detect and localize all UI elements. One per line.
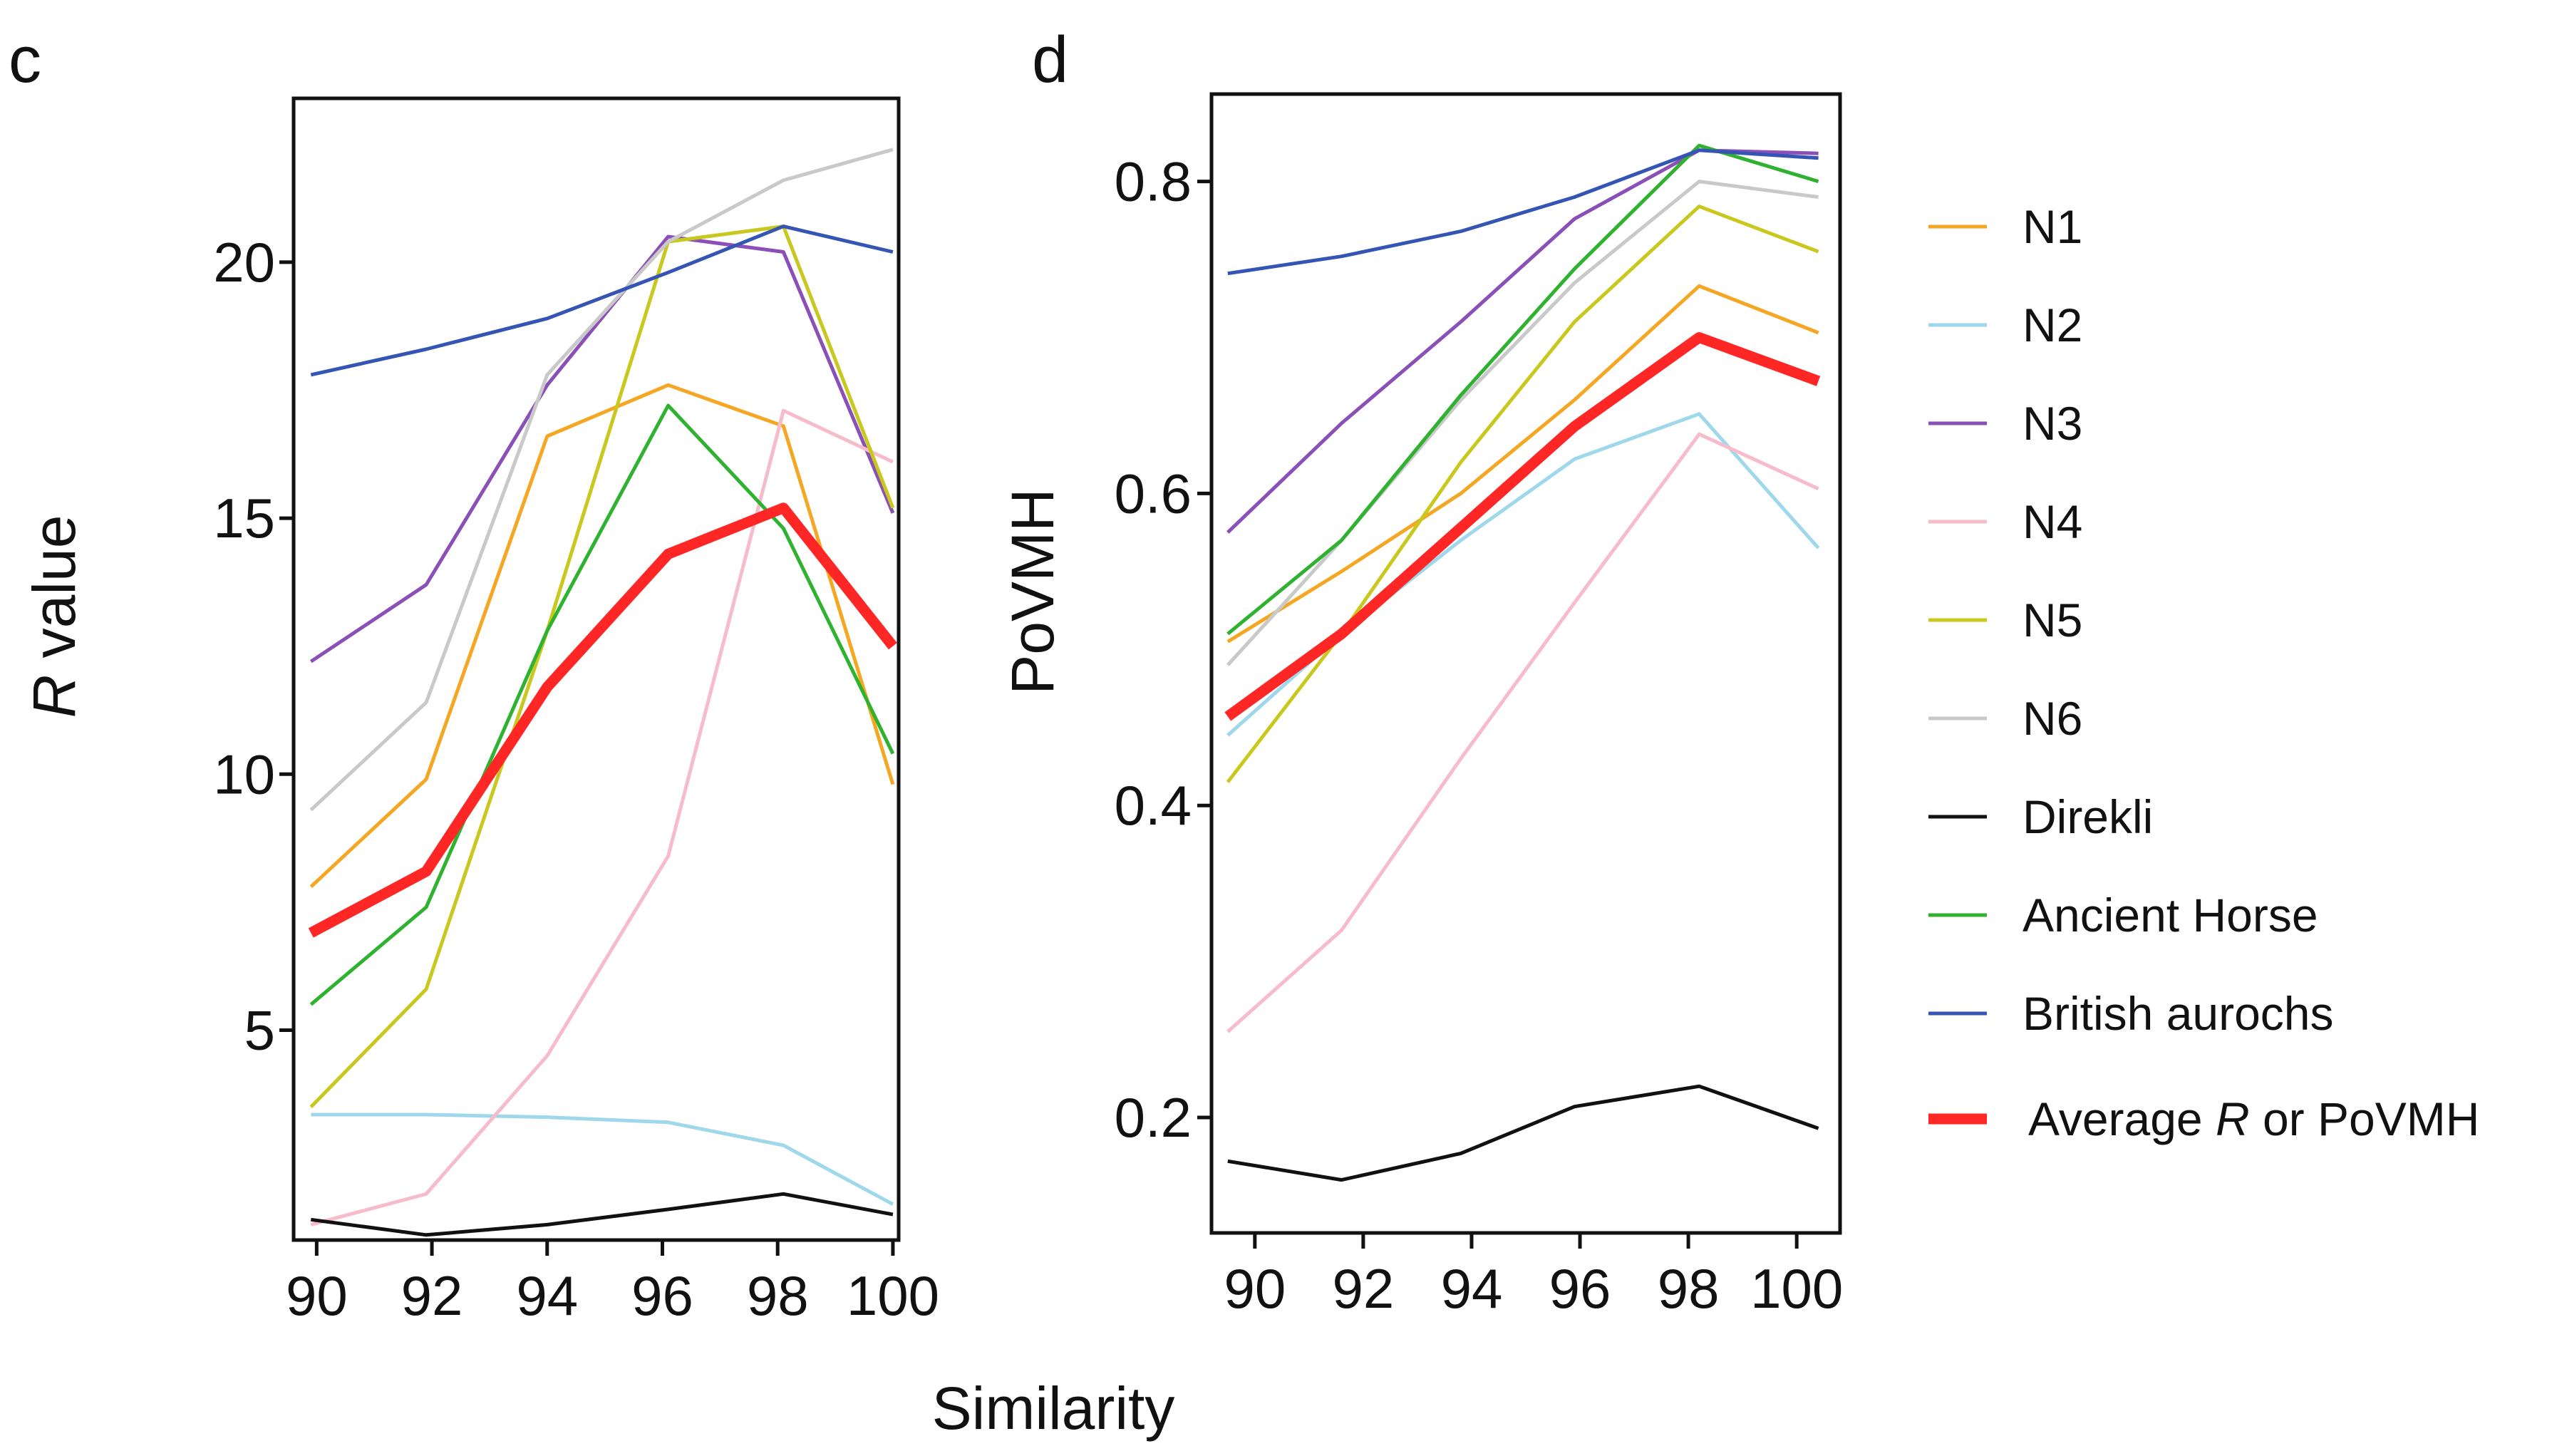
panel-c-ylabel-italic: R: [21, 675, 88, 718]
panel-d-x-tick-label: 94: [1441, 1257, 1503, 1320]
panel-c-series-n1: [309, 383, 895, 889]
panel-c-series-ancient-horse: [309, 403, 895, 1006]
legend-label: N1: [2023, 200, 2082, 253]
legend: N1 N2 N3 N4 N5 N6 Direkli Ancient Horse British …: [1928, 200, 2479, 1145]
legend-label: Direkli: [2023, 790, 2153, 843]
panel-label-d: d: [1032, 24, 1068, 96]
legend-label: N2: [2023, 299, 2082, 351]
panel-label-c: c: [9, 24, 41, 96]
legend-item-n2: N2: [1928, 299, 2082, 351]
panel-c-x-tick-label: 92: [401, 1264, 463, 1327]
panel-c-x-tick-label: 96: [631, 1264, 693, 1327]
panel-c-series-n4: [310, 408, 894, 1227]
panel-c-plot-frame: [291, 96, 901, 1242]
panel-c-y-tick-label: 5: [244, 998, 275, 1061]
legend-label: N4: [2023, 495, 2082, 548]
panel-d-x-tick-label: 96: [1549, 1257, 1611, 1320]
legend-label-prefix: Average: [2028, 1093, 2216, 1145]
panel-d-x-tick-label: 92: [1333, 1257, 1395, 1320]
x-axis-title: Similarity: [932, 1375, 1175, 1442]
panel-d-y-tick-label: 0.4: [1115, 774, 1192, 837]
legend-item-n6: N6: [1928, 692, 2082, 745]
panel-d-x-tick-label: 100: [1750, 1257, 1843, 1320]
legend-item-n5: N5: [1928, 594, 2082, 646]
panel-d-y-tick-label: 0.2: [1115, 1086, 1192, 1149]
panel-c-y-tick-label: 20: [213, 231, 275, 294]
panel-c-x-tick-label: 94: [516, 1264, 578, 1327]
panel-c-y-tick-label: 10: [213, 743, 275, 805]
panel-d-x-tick-label: 98: [1658, 1257, 1720, 1320]
panel-c-series-british-aurochs: [310, 224, 894, 377]
panel-d-series-average-r-or-povmh: [1224, 332, 1821, 721]
panel-d-series-n6: [1226, 180, 1819, 666]
panel-c-series-n2: [311, 1112, 894, 1206]
panel-c-y-tick-label: 15: [213, 487, 275, 549]
panel-d-plot-frame: [1209, 92, 1842, 1235]
legend-label: British aurochs: [2023, 987, 2334, 1040]
legend-label-suffix: or PoVMH: [2250, 1093, 2480, 1145]
panel-c-chart: 5 10 15 20 90 92 94 96 98 100: [213, 96, 939, 1327]
legend-label-italic: R: [2216, 1093, 2250, 1145]
panel-d-series-direkli: [1227, 1084, 1819, 1182]
panel-d-ylabel: PoVMH: [999, 488, 1066, 694]
panel-d-series-n1: [1226, 284, 1819, 644]
panel-d-series-british-aurochs: [1227, 148, 1819, 276]
legend-item-average-r-or-povmh: Average R or PoVMH: [1928, 1093, 2479, 1145]
legend-item-direkli: Direkli: [1928, 790, 2153, 843]
legend-item-n1: N1: [1928, 200, 2082, 253]
legend-label: N5: [2023, 594, 2082, 646]
legend-label: N6: [2023, 692, 2082, 745]
legend-label: N3: [2023, 397, 2082, 450]
panel-c-x-tick-label: 98: [747, 1264, 809, 1327]
panel-d-y-tick-label: 0.6: [1115, 462, 1192, 525]
panel-c-series-n5: [309, 224, 895, 1108]
legend-item-n4: N4: [1928, 495, 2082, 548]
panel-d-series-n2: [1226, 412, 1820, 737]
panel-d-chart: 0.2 0.4 0.6 0.8 90 92 94 96 98 100: [1115, 92, 1843, 1320]
legend-item-n3: N3: [1928, 397, 2082, 450]
panel-c-series-n6: [309, 148, 894, 812]
panel-c-series-average-r-or-povmh: [308, 502, 897, 938]
panel-c-series-direkli: [310, 1192, 894, 1237]
panel-d-series-n4: [1226, 432, 1819, 1033]
legend-item-british-aurochs: British aurochs: [1928, 987, 2334, 1040]
panel-d-series-n5: [1226, 205, 1819, 783]
legend-label: Ancient Horse: [2023, 889, 2318, 941]
legend-item-ancient-horse: Ancient Horse: [1928, 889, 2318, 941]
panel-c-x-tick-label: 90: [286, 1264, 348, 1327]
panel-c-ylabel-rest: value: [21, 515, 88, 675]
legend-label: Average R or PoVMH: [2028, 1093, 2479, 1145]
panel-c-x-tick-label: 100: [847, 1264, 939, 1327]
panel-d-x-tick-label: 90: [1224, 1257, 1286, 1320]
panel-c-ylabel: R value: [21, 515, 88, 718]
panel-d-y-tick-label: 0.8: [1115, 150, 1192, 213]
